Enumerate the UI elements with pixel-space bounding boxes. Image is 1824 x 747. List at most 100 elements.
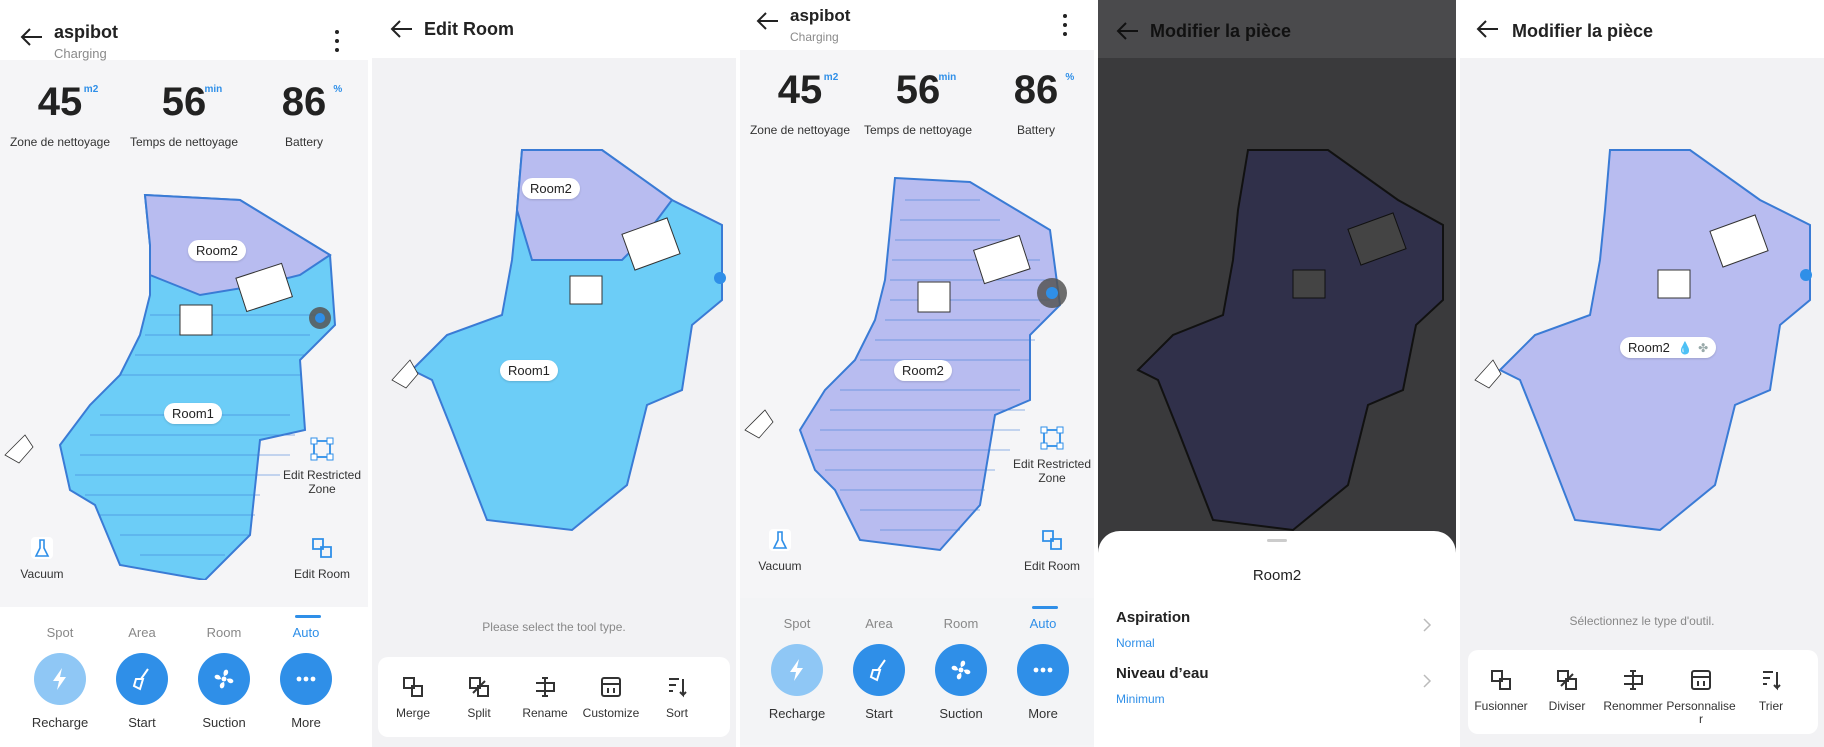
room-map[interactable]: Room2 Room1 [372, 130, 736, 550]
edit-restricted-zone-button[interactable]: Edit Restricted Zone [282, 436, 362, 496]
room-label[interactable]: Room2 [188, 240, 246, 261]
stats-row: 45 m2 Zone de nettoyage 56 min Temps de nett… [0, 70, 368, 160]
room-label[interactable]: Room1 [500, 360, 558, 381]
customize-icon [1691, 670, 1711, 690]
back-arrow-icon[interactable] [1476, 18, 1500, 40]
vacuum-mode-button[interactable]: Vacuum [2, 535, 82, 581]
ellipsis-icon [296, 676, 316, 682]
back-arrow-icon[interactable] [20, 26, 44, 48]
device-status: Charging [790, 30, 839, 44]
screen-edit-room: Edit Room Room2 Room1 Please select the … [372, 0, 736, 747]
header: Modifier la pièce [1460, 0, 1824, 58]
screen-room-settings: Modifier la pièce Room2 Aspiration Norma… [1098, 0, 1456, 747]
start-button[interactable]: Start [101, 653, 183, 730]
edit-room-button[interactable]: Edit Room [282, 535, 362, 581]
split-button[interactable]: Split [446, 675, 512, 720]
hint-text: Sélectionnez le type d'outil. [1569, 614, 1715, 628]
header: aspibot Charging [740, 0, 1094, 50]
device-status: Charging [54, 46, 107, 61]
page-title: Modifier la pièce [1512, 21, 1654, 41]
lightning-icon [53, 668, 66, 690]
tab-area[interactable]: Area [128, 625, 156, 640]
setting-value: Normal [1116, 636, 1155, 650]
back-arrow-icon[interactable] [756, 10, 780, 32]
stat-battery: 86% Battery [1013, 68, 1075, 137]
merge-icon [403, 677, 423, 697]
rename-icon [1624, 670, 1643, 690]
screen-home-1: aspibot Charging 45 m2 Zone de nettoyage 5… [0, 0, 368, 747]
setting-label: Aspiration [1116, 609, 1191, 626]
fan-icon [951, 660, 971, 680]
sheet-title: Room2 [1252, 567, 1302, 584]
more-options-icon[interactable] [1062, 14, 1068, 36]
tool-bar: Fusionner Diviser Renommer Personnaliser… [1468, 650, 1818, 734]
header: aspibot Charging [0, 0, 368, 61]
vacuum-label: Vacuum [758, 559, 802, 573]
split-button[interactable]: Diviser [1534, 668, 1600, 713]
setting-label: Niveau d’eau [1116, 665, 1209, 682]
back-arrow-icon[interactable] [390, 18, 414, 40]
edit-restricted-zone-button[interactable]: Edit Restricted Zone [1012, 425, 1092, 485]
split-icon [1557, 670, 1577, 690]
tab-auto[interactable]: Auto [271, 615, 341, 640]
merge-button[interactable]: Merge [380, 675, 446, 720]
more-options-icon[interactable] [334, 30, 340, 52]
broom-icon [132, 668, 149, 691]
tab-spot[interactable]: Spot [46, 625, 74, 640]
header: Modifier la pièce [1098, 0, 1456, 58]
water-drop-icon: 💧 [1677, 341, 1693, 355]
cleaning-map[interactable]: Room2 [740, 170, 1094, 570]
aspiration-setting-row[interactable]: Aspiration Normal [1116, 609, 1432, 659]
vacuum-mode-button[interactable]: Vacuum [740, 527, 820, 573]
suction-button[interactable]: Suction [183, 653, 265, 730]
merge-icon [1491, 670, 1511, 690]
suction-button[interactable]: Suction [920, 644, 1002, 721]
room-label[interactable]: Room2 💧 ✤ [1620, 337, 1717, 358]
tab-room[interactable]: Room [206, 625, 242, 640]
fan-icon: ✤ [1698, 341, 1709, 355]
drag-handle[interactable] [1267, 539, 1287, 542]
cleaning-map[interactable]: Room2 Room1 [0, 185, 368, 582]
tool-bar: Merge Split Rename Customize Sort [378, 657, 730, 737]
edit-zone-label: Edit Restricted Zone [282, 468, 362, 496]
water-level-setting-row[interactable]: Niveau d’eau Minimum [1116, 665, 1432, 715]
room-map[interactable]: Room2 💧 ✤ [1460, 130, 1824, 550]
back-arrow-icon[interactable] [1116, 20, 1140, 42]
chevron-right-icon [1423, 618, 1432, 632]
stats-row: 45 m2 Zone de nettoyage 56 min Temps de nett… [740, 58, 1094, 148]
screen-home-2: aspibot Charging 45 m2 Zone de nettoyage 5… [740, 0, 1094, 747]
edit-zone-label: Edit Restricted Zone [1012, 457, 1092, 485]
merge-button[interactable]: Fusionner [1468, 668, 1534, 713]
room-label[interactable]: Room2 [894, 360, 952, 381]
sort-button[interactable]: Sort [644, 675, 710, 720]
vacuum-label: Vacuum [20, 567, 64, 581]
room-label[interactable]: Room1 [164, 403, 222, 424]
tab-room[interactable]: Room [943, 616, 979, 631]
start-button[interactable]: Start [838, 644, 920, 721]
customize-button[interactable]: Personnaliser [1666, 668, 1736, 726]
edit-room-button[interactable]: Edit Room [1012, 527, 1092, 573]
screen-modify-room: Modifier la pièce Room2 💧 ✤ Sélectionnez… [1460, 0, 1824, 747]
recharge-button[interactable]: Recharge [756, 644, 838, 721]
setting-value: Minimum [1116, 692, 1165, 706]
stat-time: 56 min Temps de nettoyage [129, 80, 239, 149]
room-label[interactable]: Room2 [522, 178, 580, 199]
stat-area: 45 m2 Zone de nettoyage [9, 80, 111, 149]
room-settings-sheet: Room2 Aspiration Normal Niveau d’eau Min… [1098, 531, 1456, 747]
tab-spot[interactable]: Spot [783, 616, 811, 631]
mode-panel: Spot Area Room Auto Recharge Start Sucti… [740, 598, 1094, 745]
rename-icon [536, 677, 555, 697]
chevron-right-icon [1423, 674, 1432, 688]
fan-icon [214, 669, 234, 689]
customize-icon [601, 677, 621, 697]
more-button[interactable]: More [265, 653, 347, 730]
customize-button[interactable]: Customize [578, 675, 644, 720]
rename-button[interactable]: Renommer [1600, 668, 1666, 713]
more-button[interactable]: More [1002, 644, 1084, 721]
recharge-button[interactable]: Recharge [19, 653, 101, 730]
tab-auto[interactable]: Auto [1008, 606, 1078, 631]
stat-area: 45 m2 Zone de nettoyage [749, 68, 851, 137]
tab-area[interactable]: Area [865, 616, 893, 631]
sort-button[interactable]: Trier [1738, 668, 1804, 713]
rename-button[interactable]: Rename [512, 675, 578, 720]
